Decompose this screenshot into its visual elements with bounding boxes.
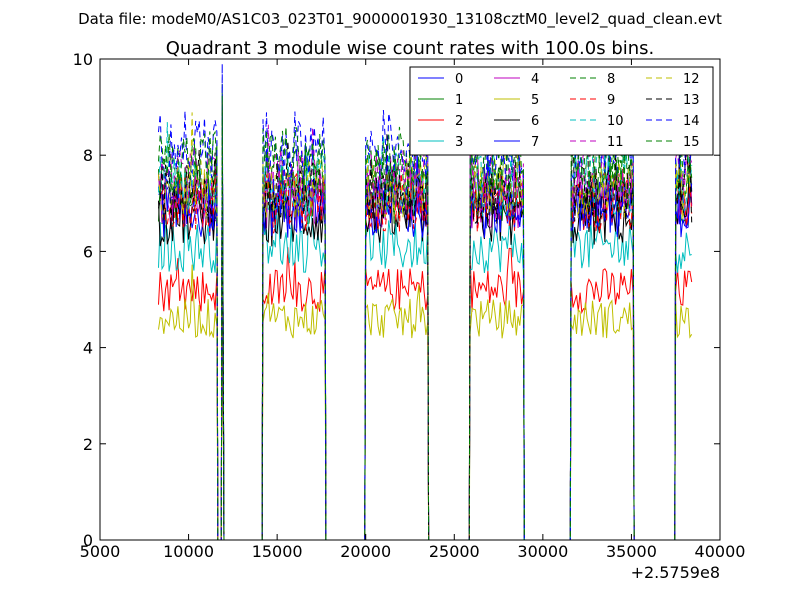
legend-label: 14 bbox=[683, 114, 700, 129]
series-line-10 bbox=[158, 112, 693, 541]
legend-box bbox=[409, 66, 714, 156]
legend-label: 8 bbox=[607, 72, 615, 87]
legend-label: 5 bbox=[531, 93, 539, 108]
y-tick-label: 6 bbox=[83, 242, 93, 261]
x-tick-label: 25000 bbox=[429, 542, 480, 561]
legend-label: 15 bbox=[683, 135, 700, 150]
legend-label: 0 bbox=[455, 72, 463, 87]
y-tick-label: 0 bbox=[83, 531, 93, 550]
data-file-header: Data file: modeM0/AS1C03_023T01_90000019… bbox=[78, 10, 722, 29]
legend-label: 9 bbox=[607, 93, 615, 108]
chart-title: Quadrant 3 module wise count rates with … bbox=[166, 38, 655, 59]
legend-label: 2 bbox=[455, 114, 463, 129]
legend-label: 1 bbox=[455, 93, 463, 108]
legend-label: 10 bbox=[607, 114, 624, 129]
x-tick-label: 40000 bbox=[695, 542, 746, 561]
x-tick-label: 35000 bbox=[606, 542, 657, 561]
series-line-2 bbox=[158, 185, 693, 541]
series-layer bbox=[158, 63, 693, 541]
series-line-5 bbox=[158, 242, 693, 541]
series-line-13 bbox=[158, 112, 693, 541]
series-line-12 bbox=[158, 106, 693, 541]
legend-label: 11 bbox=[607, 135, 624, 150]
axis-layer: 5000 10000 15000 20000 25000 30000 35000 40000 0… bbox=[73, 50, 746, 561]
y-tick-label: 8 bbox=[83, 146, 93, 165]
legend-label: 13 bbox=[683, 93, 700, 108]
x-tick-label: 30000 bbox=[517, 542, 568, 561]
x-tick-label: 15000 bbox=[252, 542, 303, 561]
x-tick-label: 20000 bbox=[340, 542, 391, 561]
series-line-14 bbox=[158, 63, 693, 541]
x-offset-label: +2.5759e8 bbox=[631, 563, 720, 582]
y-tick-label: 10 bbox=[73, 50, 93, 69]
legend-label: 3 bbox=[455, 135, 463, 150]
y-tick-label: 4 bbox=[83, 339, 93, 358]
legend-label: 7 bbox=[531, 135, 539, 150]
y-tick-label: 2 bbox=[83, 435, 93, 454]
series-line-3 bbox=[158, 163, 692, 541]
plot-frame bbox=[99, 58, 721, 541]
x-tick-label: 10000 bbox=[163, 542, 214, 561]
legend-label: 4 bbox=[531, 72, 539, 87]
legend-label: 6 bbox=[531, 114, 539, 129]
legend-label: 12 bbox=[683, 72, 700, 87]
x-tick-label: 5000 bbox=[80, 542, 121, 561]
